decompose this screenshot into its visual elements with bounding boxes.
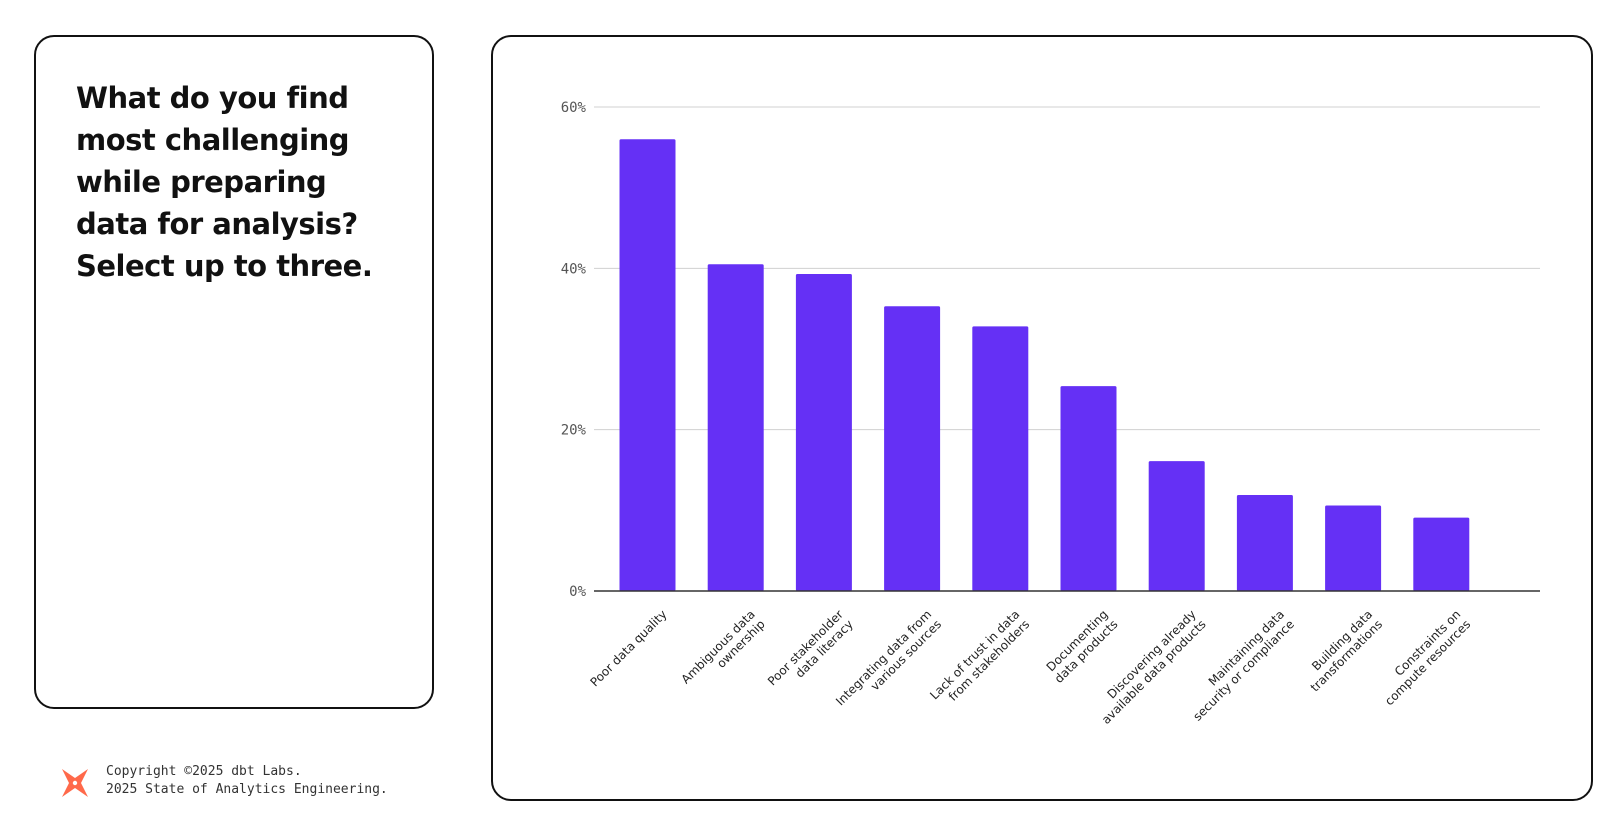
report-name-text: 2025 State of Analytics Engineering. <box>106 782 388 797</box>
copyright-text: Copyright ©2025 dbt Labs. <box>106 764 302 779</box>
x-tick-label-line: security or compliance <box>1190 617 1297 724</box>
bar <box>707 264 764 591</box>
x-tick-label: Ambiguous dataownership <box>679 607 768 696</box>
x-tick-label-line: Lack of trust in data <box>927 607 1022 702</box>
x-tick-label: Poor data quality <box>587 607 669 689</box>
bar <box>1413 517 1470 591</box>
y-tick-label: 0% <box>569 584 586 600</box>
x-tick-label: Building datatransformations <box>1298 607 1385 694</box>
question-card: What do you find most challenging while … <box>34 35 434 709</box>
bar <box>1060 386 1117 591</box>
question-title: What do you find most challenging while … <box>76 81 373 283</box>
x-tick-label: Documentingdata products <box>1042 607 1121 686</box>
bar <box>972 326 1029 591</box>
bar-chart: 0% 20% 40% 60% Poor data quality Ambiguous da… <box>561 100 1540 727</box>
bar <box>1236 495 1293 591</box>
x-tick-label: Constraints oncompute resources <box>1372 607 1473 708</box>
footer: Copyright ©2025 dbt Labs. 2025 State of … <box>59 764 419 804</box>
x-tick-label: Poor stakeholderdata literacy <box>765 607 856 698</box>
y-tick-label: 40% <box>561 261 587 277</box>
x-tick-label-line: compute resources <box>1382 617 1473 708</box>
bar <box>1148 461 1205 591</box>
x-tick-label-line: Discovering already <box>1105 607 1199 701</box>
bar <box>795 273 852 591</box>
dbt-logo-icon <box>62 769 88 797</box>
bar <box>619 139 676 591</box>
chart-card: 0% 20% 40% 60% Poor data quality Ambiguous da… <box>491 35 1593 801</box>
x-tick-label: Lack of trust in datafrom stakeholders <box>927 607 1032 712</box>
bar <box>1325 505 1382 591</box>
bar <box>884 306 941 591</box>
x-tick-label-line: Poor data quality <box>587 607 669 689</box>
y-tick-label: 60% <box>561 100 587 116</box>
x-tick-label-line: available data products <box>1099 617 1209 727</box>
y-tick-label: 20% <box>561 423 587 439</box>
